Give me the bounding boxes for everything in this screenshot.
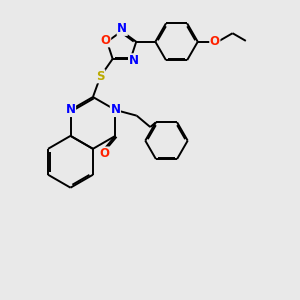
Text: O: O: [99, 147, 110, 160]
Text: N: N: [65, 103, 76, 116]
Text: N: N: [117, 22, 127, 35]
Text: N: N: [129, 54, 139, 67]
Text: N: N: [110, 103, 120, 116]
Text: O: O: [100, 34, 111, 47]
Text: S: S: [96, 70, 105, 83]
Text: O: O: [210, 35, 220, 48]
